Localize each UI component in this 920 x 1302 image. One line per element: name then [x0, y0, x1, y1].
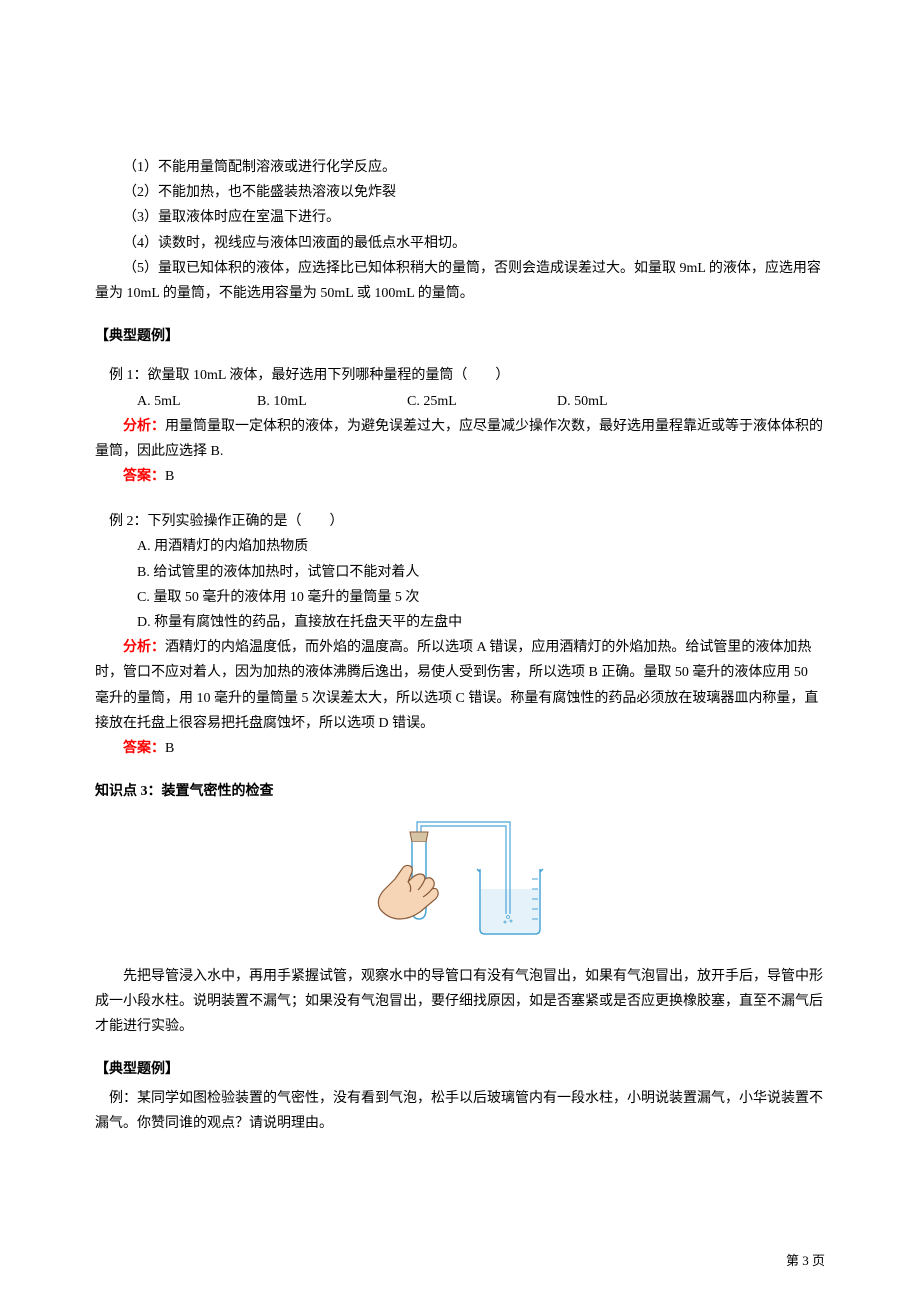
- example-2-option-b: B. 给试管里的液体加热时，试管口不能对着人: [95, 560, 825, 585]
- note-5: （5）量取已知体积的液体，应选择比已知体积稍大的量筒，否则会造成误差过大。如量取…: [95, 256, 825, 306]
- apparatus-diagram: [95, 814, 825, 953]
- example-3-prompt: 例：某同学如图检验装置的气密性，没有看到气泡，松手以后玻璃管内有一段水柱，小明说…: [95, 1086, 825, 1136]
- note-4: （4）读数时，视线应与液体凹液面的最低点水平相切。: [95, 231, 825, 256]
- example-2-prompt: 例 2：下列实验操作正确的是（ ）: [95, 509, 825, 534]
- page-number: 第 3 页: [786, 1249, 825, 1272]
- note-3: （3）量取液体时应在室温下进行。: [95, 205, 825, 230]
- apparatus-svg: [360, 814, 560, 944]
- analysis-label-2: 分析：: [123, 640, 165, 655]
- example-2-analysis: 分析：酒精灯的内焰温度低，而外焰的温度高。所以选项 A 错误，应用酒精灯的外焰加…: [95, 635, 825, 736]
- option-d: D. 50mL: [557, 389, 677, 414]
- knowledge-point-3-title: 知识点 3：装置气密性的检查: [95, 779, 825, 804]
- example-1-answer: 答案：B: [95, 464, 825, 489]
- option-a: A. 5mL: [137, 389, 257, 414]
- note-2: （2）不能加热，也不能盛装热溶液以免炸裂: [95, 180, 825, 205]
- answer-label-2: 答案：: [123, 741, 165, 756]
- note-1: （1）不能用量筒配制溶液或进行化学反应。: [95, 155, 825, 180]
- example-2-answer: 答案：B: [95, 736, 825, 761]
- answer-text-2: B: [165, 741, 174, 756]
- knowledge-3-description: 先把导管浸入水中，再用手紧握试管，观察水中的导管口有没有气泡冒出，如果有气泡冒出…: [95, 964, 825, 1040]
- example-2-option-d: D. 称量有腐蚀性的药品，直接放在托盘天平的左盘中: [95, 610, 825, 635]
- answer-text: B: [165, 469, 174, 484]
- analysis-text-2: 酒精灯的内焰温度低，而外焰的温度高。所以选项 A 错误，应用酒精灯的外焰加热。给…: [95, 640, 818, 731]
- example-2-option-a: A. 用酒精灯的内焰加热物质: [95, 534, 825, 559]
- option-b: B. 10mL: [257, 389, 407, 414]
- answer-label: 答案：: [123, 469, 165, 484]
- example-2-option-c: C. 量取 50 毫升的液体用 10 毫升的量筒量 5 次: [95, 585, 825, 610]
- section-title-examples-1: 【典型题例】: [95, 324, 825, 349]
- example-1-analysis: 分析：用量筒量取一定体积的液体，为避免误差过大，应尽量减少操作次数，最好选用量程…: [95, 414, 825, 464]
- analysis-label: 分析：: [123, 419, 165, 434]
- example-1-prompt: 例 1：欲量取 10mL 液体，最好选用下列哪种量程的量筒（ ）: [95, 363, 825, 388]
- option-c: C. 25mL: [407, 389, 557, 414]
- section-title-examples-2: 【典型题例】: [95, 1057, 825, 1082]
- example-1-options: A. 5mL B. 10mL C. 25mL D. 50mL: [95, 389, 825, 414]
- analysis-text: 用量筒量取一定体积的液体，为避免误差过大，应尽量减少操作次数，最好选用量程靠近或…: [95, 419, 823, 459]
